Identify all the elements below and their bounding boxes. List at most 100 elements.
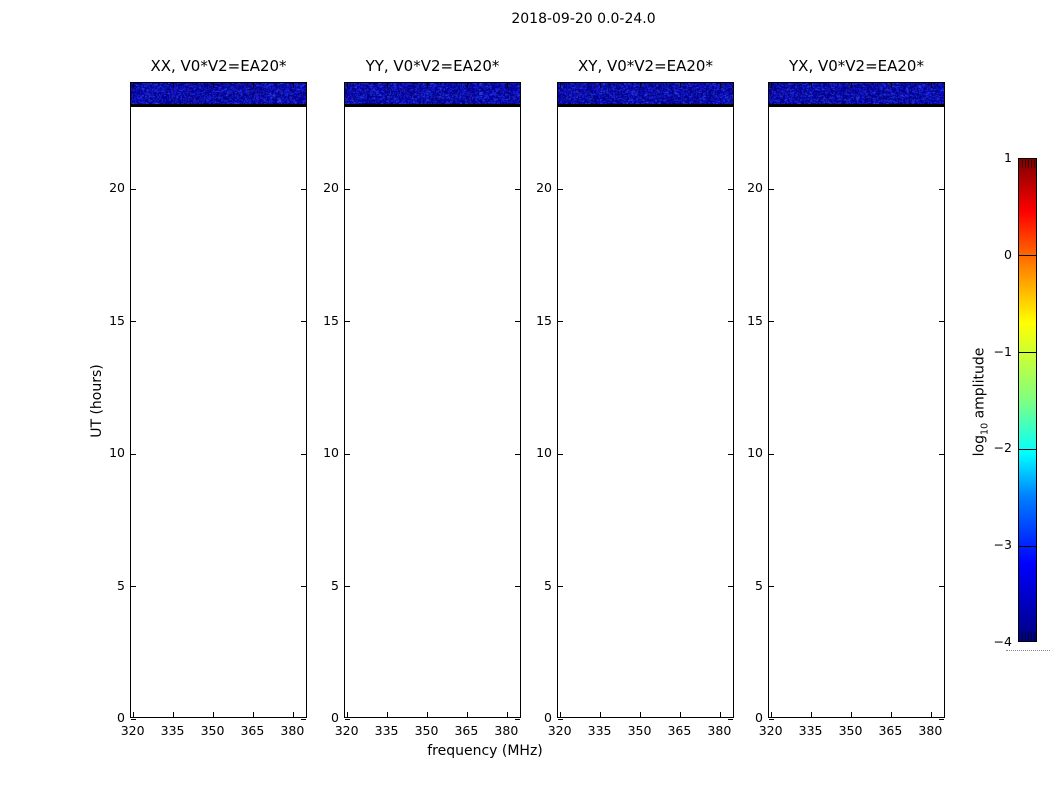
- panel-title-yx: YX, V0*V2=EA20*: [789, 57, 924, 75]
- x-tick-label: 365: [667, 723, 692, 738]
- colorbar-edge-hatch: [1028, 160, 1029, 168]
- y-tick: [558, 586, 563, 587]
- x-tick-label: 380: [280, 723, 305, 738]
- x-tick: [560, 712, 562, 717]
- y-tick: [345, 586, 350, 587]
- y-axis-label: UT (hours): [89, 364, 105, 438]
- x-tick: [930, 83, 932, 88]
- colorbar-edge-hatch: [1025, 632, 1026, 640]
- x-tick-label: 380: [494, 723, 519, 738]
- colorbar-edge-hatch: [1031, 632, 1032, 640]
- colorbar-dotted-underline: [1006, 650, 1050, 651]
- x-tick: [719, 712, 721, 717]
- x-tick-label: 350: [200, 723, 225, 738]
- colorbar-label-subscript: 10: [979, 422, 991, 435]
- x-tick: [292, 83, 294, 88]
- heatmap-panel-yy: [344, 82, 521, 720]
- x-tick: [600, 712, 602, 717]
- flagged-row-xy: [558, 104, 733, 107]
- y-tick: [558, 718, 563, 720]
- x-tick: [347, 712, 349, 717]
- y-tick-label: 10: [109, 445, 125, 460]
- x-tick: [506, 712, 508, 717]
- y-tick: [769, 453, 774, 455]
- x-tick: [890, 83, 892, 88]
- y-tick-label: 0: [331, 710, 339, 725]
- x-tick-label: 320: [120, 723, 145, 738]
- colorbar: [1018, 158, 1037, 642]
- y-tick-label: 15: [536, 312, 552, 328]
- y-tick: [728, 718, 733, 720]
- y-tick: [131, 586, 136, 587]
- x-tick-label: 320: [334, 723, 359, 738]
- x-tick: [506, 83, 508, 88]
- x-tick: [930, 712, 932, 717]
- x-tick-label: 320: [758, 723, 783, 738]
- x-tick: [640, 83, 641, 88]
- y-tick: [515, 453, 520, 455]
- x-tick: [427, 712, 428, 717]
- y-tick: [301, 453, 306, 455]
- data-band-yx: [769, 83, 944, 104]
- y-tick: [769, 718, 774, 720]
- x-tick: [560, 83, 562, 88]
- figure-title: 2018-09-20 0.0-24.0: [511, 11, 656, 27]
- colorbar-tick-label: 1: [1004, 150, 1012, 165]
- x-tick-label: 335: [587, 723, 612, 738]
- x-tick: [771, 83, 773, 88]
- x-tick: [466, 83, 468, 88]
- y-tick: [301, 188, 306, 190]
- x-tick-label: 380: [918, 723, 943, 738]
- colorbar-tick: [1019, 255, 1036, 257]
- y-tick-label: 10: [323, 445, 339, 460]
- x-tick: [851, 83, 852, 88]
- x-tick: [173, 712, 175, 717]
- x-tick: [851, 712, 852, 717]
- x-tick: [600, 83, 602, 88]
- y-tick-label: 0: [544, 710, 552, 725]
- x-tick: [679, 83, 681, 88]
- x-tick: [427, 83, 428, 88]
- x-tick: [890, 712, 892, 717]
- y-tick: [939, 188, 944, 190]
- x-tick-label: 350: [627, 723, 652, 738]
- y-tick-label: 5: [117, 577, 125, 593]
- flagged-row-yx: [769, 104, 944, 107]
- y-tick: [131, 321, 136, 322]
- colorbar-tick-label: −4: [993, 634, 1012, 649]
- y-tick-label: 20: [536, 180, 552, 195]
- x-tick: [347, 83, 349, 88]
- x-tick: [719, 83, 721, 88]
- flagged-row-yy: [345, 104, 520, 107]
- y-tick: [769, 586, 774, 587]
- y-tick: [558, 188, 563, 190]
- colorbar-edge-hatch: [1031, 160, 1032, 168]
- colorbar-tick-label: −1: [993, 343, 1012, 359]
- data-band-xx: [131, 83, 306, 104]
- colorbar-tick: [1019, 545, 1036, 547]
- y-tick: [301, 321, 306, 322]
- x-tick: [213, 83, 214, 88]
- y-tick-label: 5: [755, 577, 763, 593]
- y-tick: [301, 586, 306, 587]
- x-tick-label: 365: [240, 723, 265, 738]
- y-tick-label: 5: [544, 577, 552, 593]
- y-tick-label: 20: [747, 180, 763, 195]
- panel-title-xx: XX, V0*V2=EA20*: [150, 57, 287, 75]
- x-tick: [387, 712, 389, 717]
- x-tick: [252, 83, 254, 88]
- x-tick-label: 350: [838, 723, 863, 738]
- colorbar-edge-hatch: [1034, 160, 1035, 168]
- colorbar-edge-hatch: [1022, 632, 1023, 640]
- x-tick-label: 365: [878, 723, 903, 738]
- y-tick: [558, 453, 563, 455]
- flagged-row-xx: [131, 104, 306, 107]
- x-tick: [292, 712, 294, 717]
- x-tick: [811, 83, 813, 88]
- colorbar-edge-hatch: [1025, 160, 1026, 168]
- colorbar-tick-label: 0: [1004, 246, 1012, 262]
- y-tick: [345, 188, 350, 190]
- x-tick-label: 350: [414, 723, 439, 738]
- y-tick: [939, 718, 944, 720]
